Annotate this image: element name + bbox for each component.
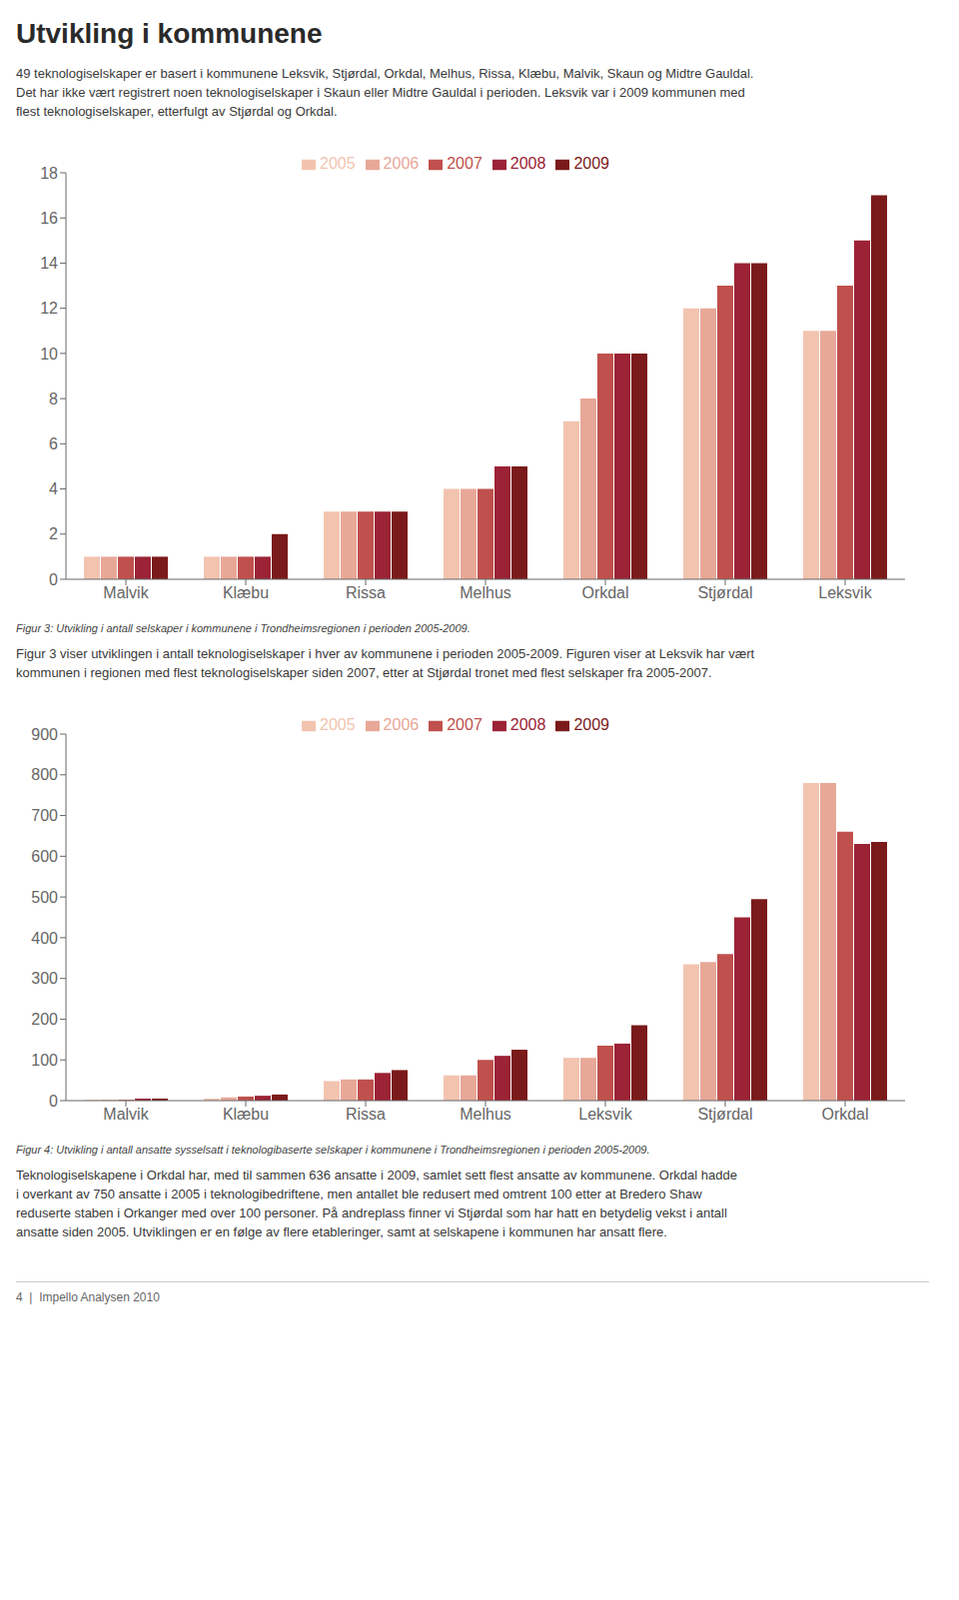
svg-text:16: 16 <box>39 209 58 227</box>
html-text:Det har ikke vært registrert n: Det har ikke vært registrert noen teknol… <box>15 84 746 100</box>
html-text:Figur 3 viser utviklingen i an: Figur 3 viser utviklingen i antall tekno… <box>15 646 755 662</box>
svg-text:12: 12 <box>39 299 58 317</box>
html-text:2009: 2009 <box>573 154 610 172</box>
html-text:Teknologiselskapene i Orkdal h: Teknologiselskapene i Orkdal har, med ti… <box>15 1167 738 1183</box>
svg-text:Melhus: Melhus <box>459 1105 512 1123</box>
svg-text:Stjørdal: Stjørdal <box>697 584 753 602</box>
svg-text:800: 800 <box>30 766 58 784</box>
svg-text:400: 400 <box>30 930 58 948</box>
html-text:2007: 2007 <box>446 154 483 172</box>
svg-text:700: 700 <box>30 807 58 825</box>
svg-text:0: 0 <box>48 571 58 589</box>
html-text:i overkant av 750 ansatte i 20: i overkant av 750 ansatte i 2005 i tekno… <box>15 1186 702 1202</box>
svg-text:Stjørdal: Stjørdal <box>697 1105 753 1123</box>
html-text:2008: 2008 <box>510 716 546 734</box>
svg-text:Melhus: Melhus <box>459 584 512 602</box>
html-text:reduserte staben i Orkanger me: reduserte staben i Orkanger med over 100… <box>15 1205 728 1221</box>
svg-text:8: 8 <box>48 390 58 408</box>
html-text:ansatte siden 2005. Utviklinge: ansatte siden 2005. Utviklingen er en fø… <box>15 1224 668 1240</box>
html-text:4 | Impello Analysen 2010: 4 | Impello Analysen 2010 <box>15 1290 160 1305</box>
svg-text:Orkdal: Orkdal <box>821 1105 869 1123</box>
html-text:Figur 4: Utvikling i antall an: Figur 4: Utvikling i antall ansatte syss… <box>15 1143 650 1156</box>
svg-text:600: 600 <box>30 848 58 866</box>
svg-text:6: 6 <box>48 435 58 453</box>
svg-text:Malvik: Malvik <box>102 584 149 602</box>
html-text:flest teknologiselskaper, ette: flest teknologiselskaper, etterfulgt av … <box>15 103 338 119</box>
svg-text:300: 300 <box>30 969 58 987</box>
html-text:2006: 2006 <box>383 716 419 734</box>
svg-text:Orkdal: Orkdal <box>581 584 629 602</box>
svg-text:4: 4 <box>48 480 58 498</box>
svg-text:0: 0 <box>48 1092 58 1110</box>
svg-text:Leksvik: Leksvik <box>578 1105 633 1123</box>
svg-text:14: 14 <box>39 254 58 272</box>
html-text:2005: 2005 <box>319 716 356 734</box>
html-text:Figur 3: Utvikling i antall se: Figur 3: Utvikling i antall selskaper i … <box>15 622 471 635</box>
svg-text:Malvik: Malvik <box>102 1105 149 1123</box>
svg-text:Rissa: Rissa <box>345 584 386 602</box>
svg-text:Klæbu: Klæbu <box>222 584 269 602</box>
html-text:2008: 2008 <box>510 154 546 172</box>
svg-text:Klæbu: Klæbu <box>222 1105 269 1123</box>
svg-text:Rissa: Rissa <box>345 1105 386 1123</box>
html-text:Utvikling i kommunene: Utvikling i kommunene <box>15 17 323 49</box>
svg-text:18: 18 <box>39 164 58 182</box>
html-text:2007: 2007 <box>446 716 483 734</box>
svg-text:100: 100 <box>30 1051 58 1069</box>
svg-text:10: 10 <box>39 345 58 363</box>
html-text:2005: 2005 <box>319 154 356 172</box>
html-text:2006: 2006 <box>383 154 419 172</box>
html-text:kommunen i regionen med flest: kommunen i regionen med flest teknologis… <box>15 665 712 681</box>
svg-text:900: 900 <box>30 726 58 744</box>
html-text:2009: 2009 <box>573 716 610 734</box>
html-text:49 teknologiselskaper er baser: 49 teknologiselskaper er basert i kommun… <box>15 65 754 81</box>
svg-text:2: 2 <box>48 525 58 543</box>
svg-text:200: 200 <box>30 1010 58 1028</box>
svg-text:Leksvik: Leksvik <box>818 584 873 602</box>
svg-text:500: 500 <box>30 889 58 907</box>
